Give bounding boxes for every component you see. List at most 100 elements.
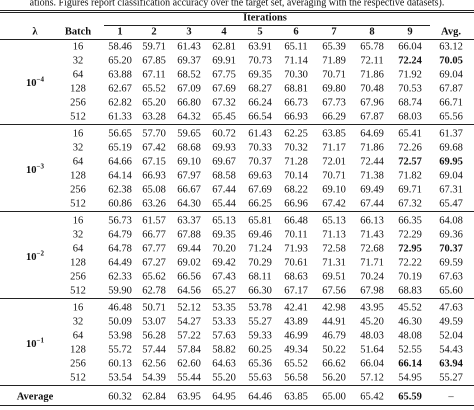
cell: 69.35 bbox=[248, 69, 272, 81]
batch: 32 bbox=[72, 55, 84, 67]
caption: ations. Figures report classification ac… bbox=[29, 0, 445, 9]
cell: 71.24 bbox=[248, 243, 272, 255]
batch: 512 bbox=[70, 111, 86, 123]
cell: 64.30 bbox=[177, 198, 201, 210]
cell: 55.20 bbox=[212, 372, 236, 384]
cell: 57.70 bbox=[142, 128, 166, 140]
cell: 58.46 bbox=[108, 41, 132, 53]
cell: 61.43 bbox=[248, 128, 272, 140]
batch: 64 bbox=[72, 156, 84, 168]
rule bbox=[0, 297, 474, 299]
cell: 69.93 bbox=[212, 142, 236, 154]
cell: 52.55 bbox=[398, 344, 422, 356]
cell: 69.46 bbox=[248, 229, 272, 241]
header: 2 bbox=[151, 26, 157, 38]
cell: 67.98 bbox=[360, 285, 384, 297]
cell: 64.56 bbox=[177, 285, 201, 297]
cell: 69.80 bbox=[322, 83, 346, 95]
header: 1 bbox=[117, 26, 123, 38]
cell: 50.09 bbox=[108, 316, 132, 328]
batch: 512 bbox=[70, 198, 86, 210]
batch: 16 bbox=[72, 302, 84, 314]
cell: 67.32 bbox=[398, 198, 422, 210]
cell: 65.59 bbox=[398, 391, 422, 403]
cell: 70.29 bbox=[248, 257, 272, 269]
cell: 68.03 bbox=[398, 111, 422, 123]
cell: 49.59 bbox=[439, 316, 463, 328]
cell: 65.36 bbox=[248, 358, 272, 370]
cell: 46.99 bbox=[284, 330, 308, 342]
lambda-base: 10 bbox=[26, 164, 37, 176]
cell: 70.71 bbox=[322, 170, 346, 182]
cell: 67.17 bbox=[284, 285, 308, 297]
cell: 51.64 bbox=[360, 344, 384, 356]
cell: 68.52 bbox=[177, 69, 201, 81]
cell: 71.31 bbox=[322, 257, 346, 269]
cell: 57.63 bbox=[212, 330, 236, 342]
cell: 48.08 bbox=[398, 330, 422, 342]
cell: 69.44 bbox=[177, 243, 201, 255]
cell: 63.85 bbox=[284, 391, 308, 403]
cell: 64.32 bbox=[177, 111, 201, 123]
lambda: 10−4 bbox=[26, 75, 44, 89]
cell: 69.91 bbox=[212, 55, 236, 67]
cell: 66.62 bbox=[322, 358, 346, 370]
cell: 66.04 bbox=[398, 41, 422, 53]
cell: 70.71 bbox=[322, 69, 346, 81]
cell: 66.25 bbox=[248, 198, 272, 210]
cell: 54.27 bbox=[177, 316, 201, 328]
cell: 71.93 bbox=[284, 243, 308, 255]
cell: 71.86 bbox=[360, 142, 384, 154]
cell: 67.69 bbox=[248, 184, 272, 196]
cell: 68.22 bbox=[284, 184, 308, 196]
cell: 65.13 bbox=[322, 215, 346, 227]
batch: 128 bbox=[70, 344, 86, 356]
cell: 65.44 bbox=[212, 198, 236, 210]
cell: 69.68 bbox=[439, 142, 463, 154]
cell: 65.81 bbox=[248, 215, 272, 227]
cell: 50.71 bbox=[142, 302, 166, 314]
batch: 32 bbox=[72, 316, 84, 328]
cell: 68.81 bbox=[284, 83, 308, 95]
cell: 52.12 bbox=[177, 302, 201, 314]
cell: 62.33 bbox=[108, 271, 132, 283]
cell: 67.42 bbox=[142, 142, 166, 154]
cell: 60.86 bbox=[108, 198, 132, 210]
cell: 62.84 bbox=[142, 391, 166, 403]
cell: 67.32 bbox=[212, 97, 236, 109]
cell: 72.11 bbox=[360, 55, 384, 67]
cell: 53.98 bbox=[108, 330, 132, 342]
cell: 63.12 bbox=[439, 41, 463, 53]
cell: 70.05 bbox=[439, 55, 463, 67]
cell: 53.07 bbox=[142, 316, 166, 328]
cell: 70.19 bbox=[398, 271, 422, 283]
cell: 72.24 bbox=[398, 55, 422, 67]
cell: 67.87 bbox=[439, 83, 463, 95]
rule bbox=[0, 384, 474, 386]
batch: 512 bbox=[70, 372, 86, 384]
cell: 55.72 bbox=[108, 344, 132, 356]
cell: 68.58 bbox=[212, 170, 236, 182]
cell: 49.34 bbox=[284, 344, 308, 356]
cell: 62.67 bbox=[108, 83, 132, 95]
lambda-base: 10 bbox=[26, 338, 37, 350]
cell: 66.35 bbox=[398, 215, 422, 227]
cell: 63.26 bbox=[142, 198, 166, 210]
cell: 72.01 bbox=[322, 156, 346, 168]
cell: 63.28 bbox=[142, 111, 166, 123]
cell: 55.44 bbox=[177, 372, 201, 384]
cell: 46.30 bbox=[398, 316, 422, 328]
batch: 256 bbox=[70, 184, 86, 196]
batch: 256 bbox=[70, 271, 86, 283]
cell: 53.78 bbox=[248, 302, 272, 314]
cell: 65.42 bbox=[360, 391, 384, 403]
cell: 71.92 bbox=[398, 69, 422, 81]
cell: 65.62 bbox=[142, 271, 166, 283]
cell: 71.82 bbox=[398, 170, 422, 182]
cell: 56.28 bbox=[142, 330, 166, 342]
cell: 72.29 bbox=[398, 229, 422, 241]
cell: 64.49 bbox=[108, 257, 132, 269]
cell: 70.48 bbox=[360, 83, 384, 95]
header: 4 bbox=[221, 26, 227, 38]
